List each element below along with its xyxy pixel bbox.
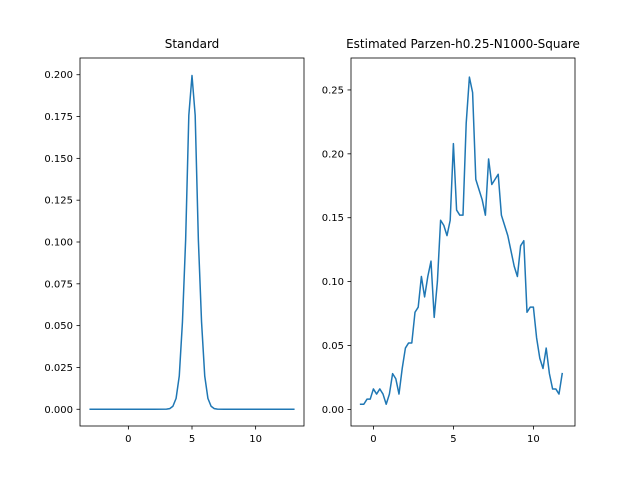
subplot-parzen: Estimated Parzen-h0.25-N1000-Square 0 5 10…	[322, 37, 580, 445]
y-tick-label: 0.00	[322, 405, 344, 416]
y-tick-label: 0.15	[322, 213, 344, 224]
series-line	[89, 74, 295, 411]
y-tick-label: 0.125	[44, 196, 73, 207]
y-tick-label: 0.025	[44, 363, 73, 374]
x-tick-label: 0	[370, 434, 376, 445]
subplot-title: Estimated Parzen-h0.25-N1000-Square	[346, 37, 580, 51]
y-tick-label: 0.200	[44, 70, 73, 81]
subplot-standard: Standard 0 5 10 0.000 0.025 0.050 0.075 0.100 0.…	[44, 37, 305, 445]
x-tick-label: 0	[125, 434, 131, 445]
x-tick-label: 5	[450, 434, 456, 445]
axes-frame	[350, 57, 576, 427]
subplot-title: Standard	[165, 37, 220, 51]
x-tick-label: 10	[527, 434, 540, 445]
y-tick-label: 0.100	[44, 238, 73, 249]
series-line	[359, 76, 564, 406]
x-tick-label: 5	[189, 434, 195, 445]
y-tick-label: 0.050	[44, 321, 73, 332]
y-tick-label: 0.000	[44, 405, 73, 416]
y-tick-label: 0.075	[44, 279, 73, 290]
y-tick-label: 0.25	[322, 85, 344, 96]
y-tick-label: 0.10	[322, 277, 344, 288]
y-tick-label: 0.05	[322, 341, 344, 352]
y-tick-label: 0.150	[44, 154, 73, 165]
y-tick-label: 0.175	[44, 112, 73, 123]
y-tick-label: 0.20	[322, 149, 344, 160]
x-tick-label: 10	[249, 434, 262, 445]
